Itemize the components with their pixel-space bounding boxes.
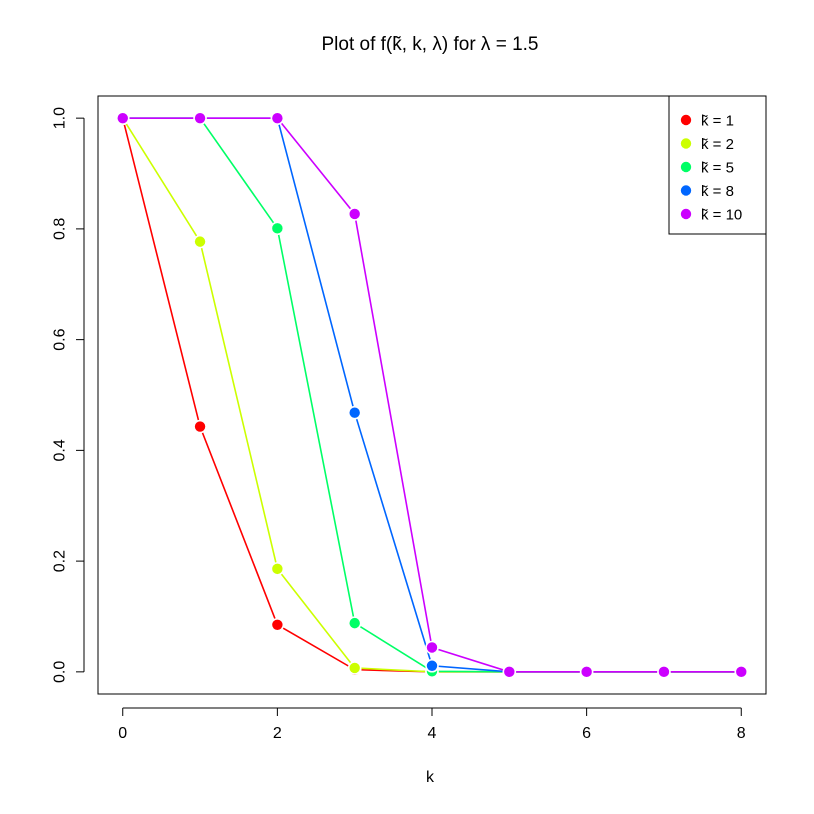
series-line bbox=[122, 117, 742, 673]
x-tick-label: 4 bbox=[428, 725, 437, 742]
data-point bbox=[349, 617, 360, 629]
x-tick-label: 6 bbox=[582, 725, 591, 742]
data-point bbox=[117, 112, 128, 124]
legend-label: k̃ = 2 bbox=[701, 136, 734, 153]
data-point bbox=[504, 666, 515, 678]
y-tick-label: 0.2 bbox=[52, 550, 69, 572]
legend-label: k̃ = 1 bbox=[701, 113, 734, 130]
series-line bbox=[122, 117, 742, 673]
data-point bbox=[658, 666, 670, 678]
x-tick-label: 2 bbox=[273, 725, 282, 742]
y-tick-label: 0.4 bbox=[52, 439, 69, 461]
y-tick-label: 0.8 bbox=[52, 218, 69, 240]
data-point bbox=[349, 662, 360, 674]
y-tick-label: 1.0 bbox=[52, 107, 69, 129]
x-axis: 0 2 4 6 8 bbox=[118, 707, 746, 742]
data-point bbox=[194, 112, 206, 124]
x-axis-label: k bbox=[426, 769, 435, 786]
data-point bbox=[194, 421, 206, 432]
series-line bbox=[122, 117, 742, 673]
x-tick-label: 0 bbox=[118, 725, 127, 742]
series-layer bbox=[115, 111, 749, 679]
y-axis: 0.0 0.2 0.4 0.6 0.8 1.0 bbox=[52, 107, 85, 683]
legend-label: k̃ = 8 bbox=[701, 183, 734, 200]
series-4 bbox=[115, 111, 749, 679]
legend-swatch bbox=[680, 138, 692, 149]
data-point bbox=[426, 660, 438, 671]
data-point bbox=[581, 666, 592, 678]
plot-frame bbox=[97, 95, 767, 695]
data-point bbox=[349, 208, 360, 220]
data-point bbox=[426, 642, 438, 653]
data-point bbox=[736, 666, 747, 678]
legend-swatch bbox=[680, 114, 692, 126]
legend-swatch bbox=[680, 161, 692, 173]
series-2 bbox=[115, 111, 749, 679]
series-5 bbox=[115, 111, 749, 679]
legend: k̃ = 1 k̃ = 2 k̃ = 5 k̃ = 8 k̃ = 10 bbox=[668, 95, 767, 235]
series-line bbox=[121, 117, 742, 673]
y-tick-label: 0.6 bbox=[52, 328, 69, 350]
data-point bbox=[272, 563, 283, 575]
legend-swatch bbox=[680, 185, 692, 196]
data-point bbox=[272, 112, 283, 124]
data-point bbox=[272, 619, 283, 630]
series-1 bbox=[115, 111, 749, 679]
x-tick-label: 8 bbox=[737, 725, 746, 742]
chart-title: Plot of f(k̃, k, λ) for λ = 1.5 bbox=[322, 34, 539, 55]
legend-swatch bbox=[680, 208, 692, 220]
data-point bbox=[194, 236, 206, 247]
legend-label: k̃ = 10 bbox=[701, 207, 742, 224]
legend-label: k̃ = 5 bbox=[701, 160, 734, 177]
y-tick-label: 0.0 bbox=[52, 661, 69, 683]
data-point bbox=[349, 407, 360, 418]
series-line bbox=[122, 117, 742, 673]
data-point bbox=[272, 223, 283, 234]
series-3 bbox=[115, 111, 749, 679]
